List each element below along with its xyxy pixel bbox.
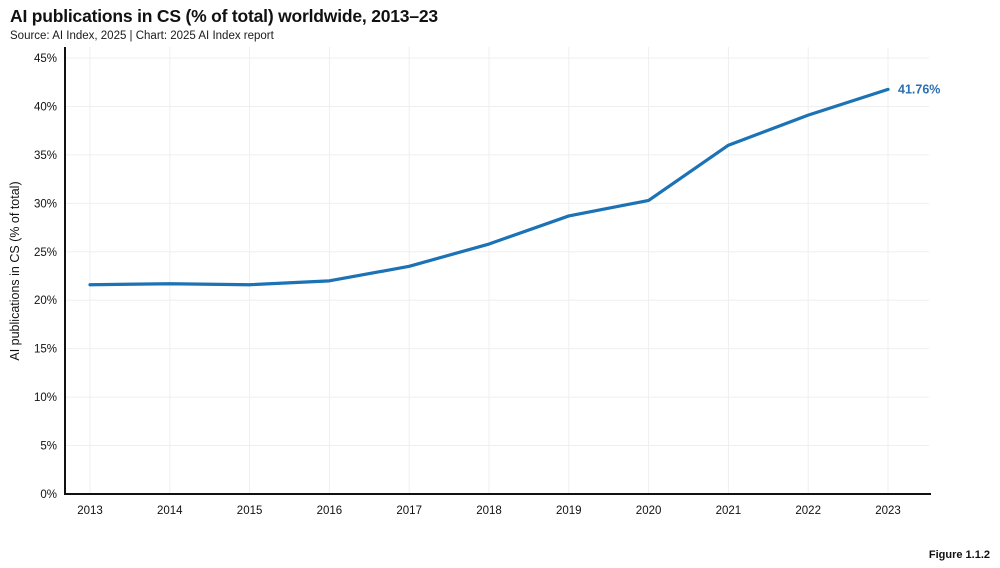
trend-line xyxy=(88,87,890,287)
y-tick-label: 5% xyxy=(40,441,57,453)
y-tick-label: 30% xyxy=(34,198,57,210)
y-tick-label: 40% xyxy=(34,101,57,113)
y-tick-label: 45% xyxy=(34,53,57,65)
figure-number-label: Figure 1.1.2 xyxy=(928,549,990,561)
y-tick-label: 35% xyxy=(34,150,57,162)
x-tick-label: 2016 xyxy=(317,505,343,517)
x-tick-label: 2022 xyxy=(795,505,821,517)
x-tick-label: 2019 xyxy=(556,505,582,517)
x-tick-label: 2013 xyxy=(77,505,103,517)
chart-source-subtitle: Source: AI Index, 2025 | Chart: 2025 AI … xyxy=(10,30,274,42)
y-tick-label: 20% xyxy=(34,295,57,307)
x-tick-label: 2021 xyxy=(716,505,742,517)
x-tick-label: 2020 xyxy=(636,505,662,517)
x-tick-label: 2014 xyxy=(157,505,183,517)
endpoint-value-label: 41.76% xyxy=(898,82,940,96)
y-tick-label: 25% xyxy=(34,247,57,259)
page-title: AI publications in CS (% of total) world… xyxy=(10,6,438,26)
y-tick-label: 15% xyxy=(34,344,57,356)
x-tick-label: 2018 xyxy=(476,505,502,517)
y-tick-label: 0% xyxy=(40,489,57,501)
x-tick-label: 2015 xyxy=(237,505,263,517)
y-axis-title: AI publications in CS (% of total) xyxy=(8,181,22,360)
x-tick-label: 2017 xyxy=(396,505,422,517)
y-tick-label: 10% xyxy=(34,392,57,404)
x-tick-label: 2023 xyxy=(875,505,901,517)
